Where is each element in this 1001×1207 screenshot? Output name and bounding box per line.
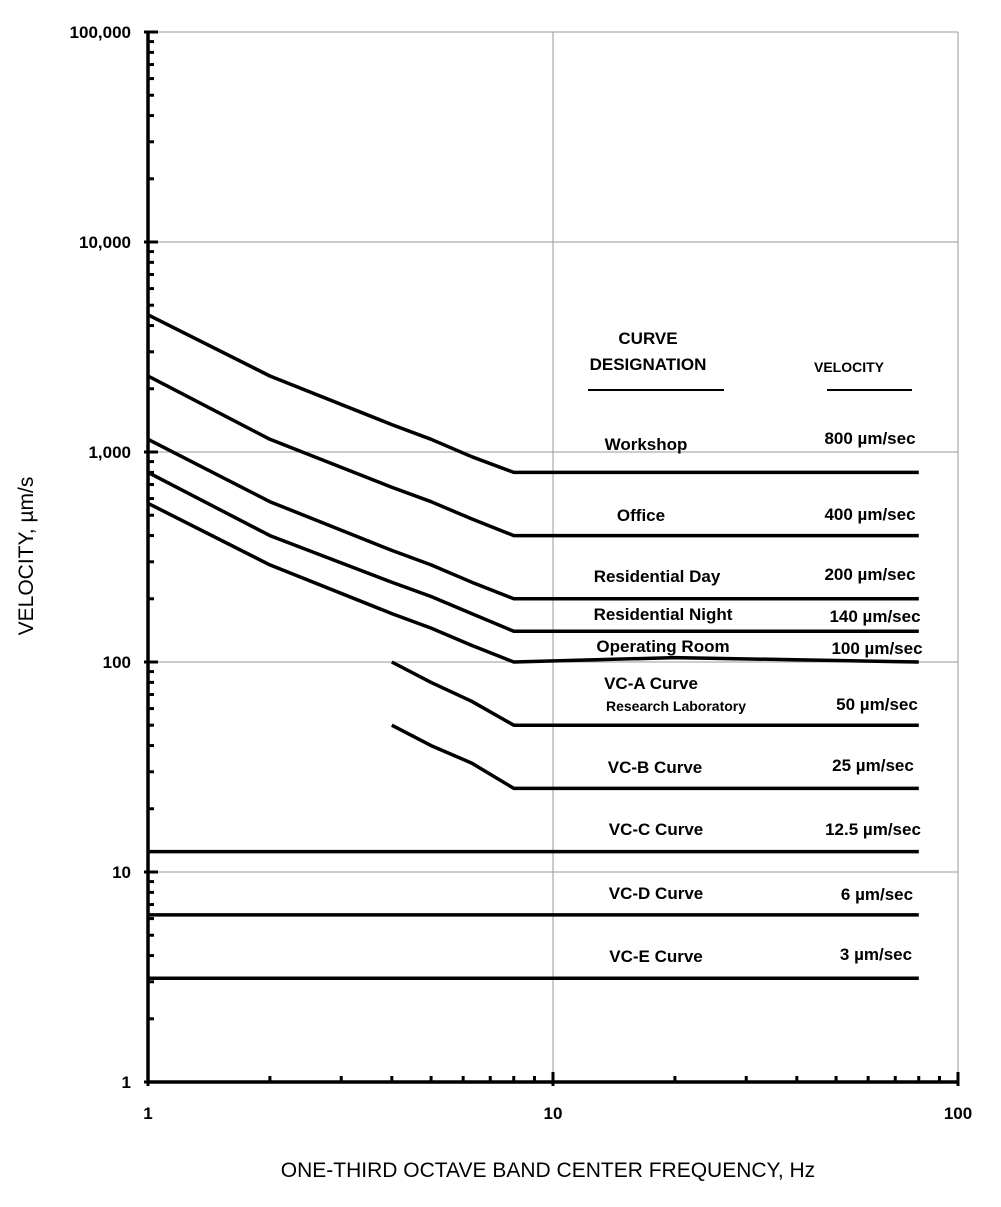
y-axis-label: VELOCITY, µm/s <box>15 477 38 636</box>
label-residential-night: Residential Night <box>594 605 733 624</box>
legend-header-designation-line1: CURVE <box>618 329 677 348</box>
label-vc-b-curve: VC-B Curve <box>608 758 702 777</box>
label-vc-e-curve: VC-E Curve <box>609 947 703 966</box>
velocity-label-vc-b-curve: 25 µm/sec <box>832 756 914 775</box>
y-tick-label: 10,000 <box>79 233 131 252</box>
velocity-label-vc-d-curve: 6 µm/sec <box>841 885 913 904</box>
legend: CURVE DESIGNATION VELOCITY <box>588 329 912 391</box>
y-tick-label: 100,000 <box>70 23 131 42</box>
grid-lines <box>147 31 959 1083</box>
curve-vc-b-curve <box>390 723 919 791</box>
curve-workshop <box>147 313 919 475</box>
curve-vc-a-curve <box>390 660 919 727</box>
curve-office <box>147 374 919 538</box>
x-axis-label: ONE-THIRD OCTAVE BAND CENTER FREQUENCY, … <box>281 1159 815 1182</box>
velocity-label-operating-room: 100 µm/sec <box>831 639 922 658</box>
velocity-label-vc-a-curve: 50 µm/sec <box>836 695 918 714</box>
legend-header-designation-line2: DESIGNATION <box>590 355 707 374</box>
label-workshop: Workshop <box>605 435 688 454</box>
velocity-label-workshop: 800 µm/sec <box>824 429 915 448</box>
x-tick-label: 100 <box>944 1104 972 1123</box>
curve-residential-night <box>147 470 919 634</box>
y-tick-label: 1,000 <box>88 443 131 462</box>
x-tick-label: 1 <box>143 1104 152 1123</box>
velocity-label-vc-e-curve: 3 µm/sec <box>840 945 912 964</box>
label-operating-room: Operating Room <box>596 637 729 656</box>
y-tick-label: 10 <box>112 863 131 882</box>
curve-labels: Workshop 800 µm/sec Office 400 µm/sec Reside… <box>594 429 923 966</box>
sublabel-vc-a-curve: Research Laboratory <box>606 698 746 714</box>
label-vc-a-curve: VC-A Curve <box>604 674 698 693</box>
x-tick-label: 10 <box>544 1104 563 1123</box>
label-office: Office <box>617 506 665 525</box>
velocity-label-residential-day: 200 µm/sec <box>824 565 915 584</box>
velocity-label-residential-night: 140 µm/sec <box>829 607 920 626</box>
curve-operating-room <box>147 501 919 664</box>
label-residential-day: Residential Day <box>594 567 721 586</box>
x-tick-labels: 1 10 100 <box>143 1104 972 1123</box>
curve-residential-day <box>147 437 919 601</box>
velocity-label-vc-c-curve: 12.5 µm/sec <box>825 820 921 839</box>
y-tick-label: 1 <box>122 1073 131 1092</box>
velocity-label-office: 400 µm/sec <box>824 505 915 524</box>
axes <box>144 30 960 1086</box>
label-vc-c-curve: VC-C Curve <box>609 820 703 839</box>
label-vc-d-curve: VC-D Curve <box>609 884 703 903</box>
y-tick-label: 100 <box>103 653 131 672</box>
y-tick-labels: 1 10 100 1,000 10,000 100,000 <box>70 23 131 1092</box>
curves <box>147 313 919 980</box>
legend-header-velocity: VELOCITY <box>814 359 885 375</box>
